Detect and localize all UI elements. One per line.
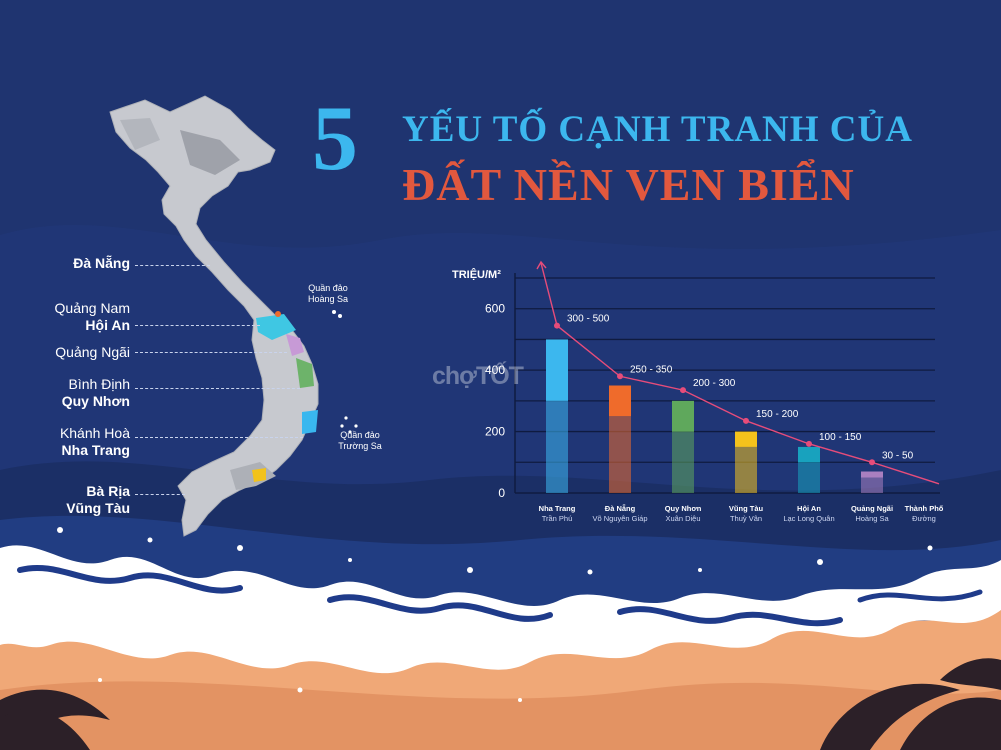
island-label-line: Trường Sa bbox=[338, 441, 382, 451]
trend-arrow-head bbox=[536, 260, 547, 270]
y-axis-label: TRIỆU/M² bbox=[452, 268, 501, 281]
leader-line bbox=[135, 494, 185, 495]
map-label-province: Quảng Ngãi bbox=[55, 344, 130, 360]
data-label: 100 - 150 bbox=[819, 432, 862, 443]
island-label-line: Hoàng Sa bbox=[307, 294, 349, 304]
bar-base bbox=[735, 446, 757, 493]
bar-range bbox=[609, 385, 631, 417]
island-label-truong-sa: Quần đảo Trường Sa bbox=[325, 430, 395, 452]
leader-line bbox=[135, 265, 210, 266]
trend-point bbox=[617, 373, 623, 380]
map-label-nha-trang: Khánh Hoà Nha Trang bbox=[10, 425, 130, 459]
title-line-1: YẾU TỐ CẠNH TRANH CỦA bbox=[402, 109, 913, 150]
bar-base bbox=[546, 400, 568, 493]
bar-base bbox=[798, 462, 820, 493]
x-tick-city: Hội An bbox=[797, 504, 821, 513]
island-label-line: Quần đảo bbox=[340, 430, 380, 440]
x-tick-city: Vũng Tàu bbox=[729, 504, 764, 513]
bar-range bbox=[798, 446, 820, 463]
map-label-hoi-an: Quảng Nam Hội An bbox=[10, 300, 130, 334]
x-tick-city: Đà Nẵng bbox=[605, 504, 636, 513]
x-tick-city: Nha Trang bbox=[539, 504, 576, 513]
map-label-strong: Bà Rịa bbox=[86, 483, 130, 499]
map-label-province: Khánh Hoà bbox=[59, 425, 130, 441]
data-label: 200 - 300 bbox=[693, 378, 736, 389]
data-label: 150 - 200 bbox=[756, 409, 799, 420]
watermark: chợTỐT bbox=[432, 362, 524, 390]
map-label-strong: Hội An bbox=[85, 317, 130, 333]
y-tick-label: 200 bbox=[485, 425, 505, 439]
leader-line bbox=[135, 437, 303, 438]
map-label-province: Quảng Nam bbox=[54, 300, 130, 316]
map-label-strong: Đà Nẵng bbox=[73, 255, 130, 271]
x-tick-city: Quy Nhơn bbox=[665, 504, 702, 513]
trend-point bbox=[743, 417, 749, 424]
leader-line bbox=[135, 325, 260, 326]
bar-base bbox=[861, 477, 883, 493]
bar-base bbox=[609, 416, 631, 493]
trend-point bbox=[554, 322, 560, 329]
x-tick-city: Quảng Ngãi bbox=[851, 504, 893, 513]
x-tick-street: Xuân Diệu bbox=[665, 514, 700, 523]
y-tick-label: 400 bbox=[485, 363, 505, 377]
leader-line bbox=[135, 388, 300, 389]
vietnam-map bbox=[109, 95, 358, 537]
x-tick-street: Thuỳ Vân bbox=[730, 514, 762, 523]
map-label-vung-tau: Bà Rịa Vũng Tàu bbox=[10, 483, 130, 517]
map-label-quy-nhon: Bình Định Quy Nhơn bbox=[10, 376, 130, 410]
bar-range bbox=[861, 471, 883, 478]
title-line-2: ĐẤT NỀN VEN BIỂN bbox=[402, 159, 855, 210]
island-label-line: Quần đảo bbox=[308, 283, 348, 293]
x-axis-end-label: Đường bbox=[912, 514, 936, 523]
island-label-hoang-sa: Quần đảo Hoàng Sa bbox=[293, 283, 363, 305]
x-tick-street: Võ Nguyên Giáp bbox=[592, 514, 647, 523]
data-label: 250 - 350 bbox=[630, 364, 673, 375]
x-tick-street: Trần Phú bbox=[542, 514, 573, 523]
data-label: 300 - 500 bbox=[567, 314, 610, 325]
y-tick-label: 600 bbox=[485, 302, 505, 316]
x-axis-end-label: Thành Phố bbox=[905, 504, 944, 513]
map-label-quang-ngai: Quảng Ngãi bbox=[10, 344, 130, 361]
data-label: 30 - 50 bbox=[882, 450, 914, 461]
leader-line bbox=[135, 352, 287, 353]
bar-base bbox=[672, 431, 694, 493]
map-label-strong: Quy Nhơn bbox=[61, 393, 130, 409]
x-tick-street: Hoàng Sa bbox=[855, 514, 889, 523]
map-label-da-nang: Đà Nẵng bbox=[10, 255, 130, 272]
y-tick-label: 0 bbox=[498, 486, 505, 500]
x-tick-street: Lạc Long Quân bbox=[783, 514, 834, 523]
trend-line bbox=[540, 262, 940, 485]
trend-point bbox=[869, 459, 875, 466]
bar-range bbox=[735, 431, 757, 447]
trend-point bbox=[680, 387, 686, 394]
map-label-strong: Nha Trang bbox=[61, 442, 130, 458]
title-number: 5 bbox=[312, 87, 358, 189]
bar-range bbox=[672, 400, 694, 432]
trend-point bbox=[806, 440, 812, 447]
map-label-strong: Vũng Tàu bbox=[66, 500, 130, 516]
map-label-province: Bình Định bbox=[68, 376, 130, 392]
bar-range bbox=[546, 339, 568, 401]
